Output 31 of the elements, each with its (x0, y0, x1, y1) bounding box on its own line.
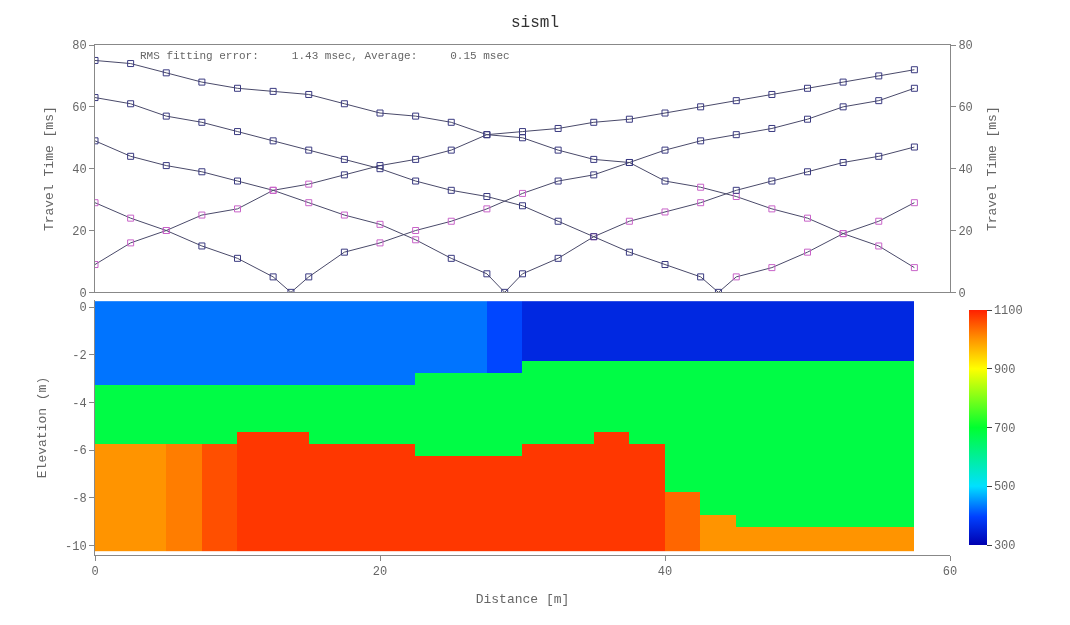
y-tick-label: -8 (72, 492, 87, 506)
y2-tick-label: 20 (958, 224, 973, 239)
y-tick-label: -4 (72, 396, 87, 411)
y2-tick-label: 0 (958, 286, 966, 301)
x-tick-label: 20 (372, 565, 388, 580)
y-axis-title: Travel Time [ms] (42, 106, 58, 232)
annotation: RMS fitting error: 1.43 msec, Average: 0.15 msec (140, 50, 510, 62)
x-tick-label: 40 (657, 565, 673, 580)
y-tick-label: 60 (72, 101, 87, 116)
color-bar-label: 500 (993, 480, 1016, 495)
y-tick-label: 80 (72, 39, 87, 54)
y-tick-label: 0 (79, 301, 87, 316)
y-tick-label: -6 (72, 444, 87, 459)
x-tick-label: 60 (942, 565, 958, 580)
y2-tick-label: 40 (958, 162, 973, 177)
y-axis-title: Elevation (m) (34, 376, 50, 479)
color-bar-label: 300 (993, 539, 1016, 554)
y-tick-label: -10 (64, 539, 87, 554)
y-tick-label: 20 (72, 224, 87, 239)
x-axis-title: Distance [m] (475, 592, 570, 607)
chart-title: sisml (510, 13, 560, 32)
color-bar-label: 1100 (993, 304, 1023, 319)
y2-tick-label: 80 (958, 39, 973, 54)
color-bar-label: 900 (993, 362, 1016, 377)
y-tick-label: 40 (72, 162, 87, 177)
color-bar-label: 700 (993, 421, 1016, 436)
y-tick-label: -2 (72, 349, 87, 364)
x-tick-label: 0 (91, 565, 99, 580)
y2-tick-label: 60 (958, 101, 973, 116)
y-tick-label: 0 (79, 286, 87, 301)
y2-axis-title: Travel Time [ms] (985, 106, 1001, 232)
